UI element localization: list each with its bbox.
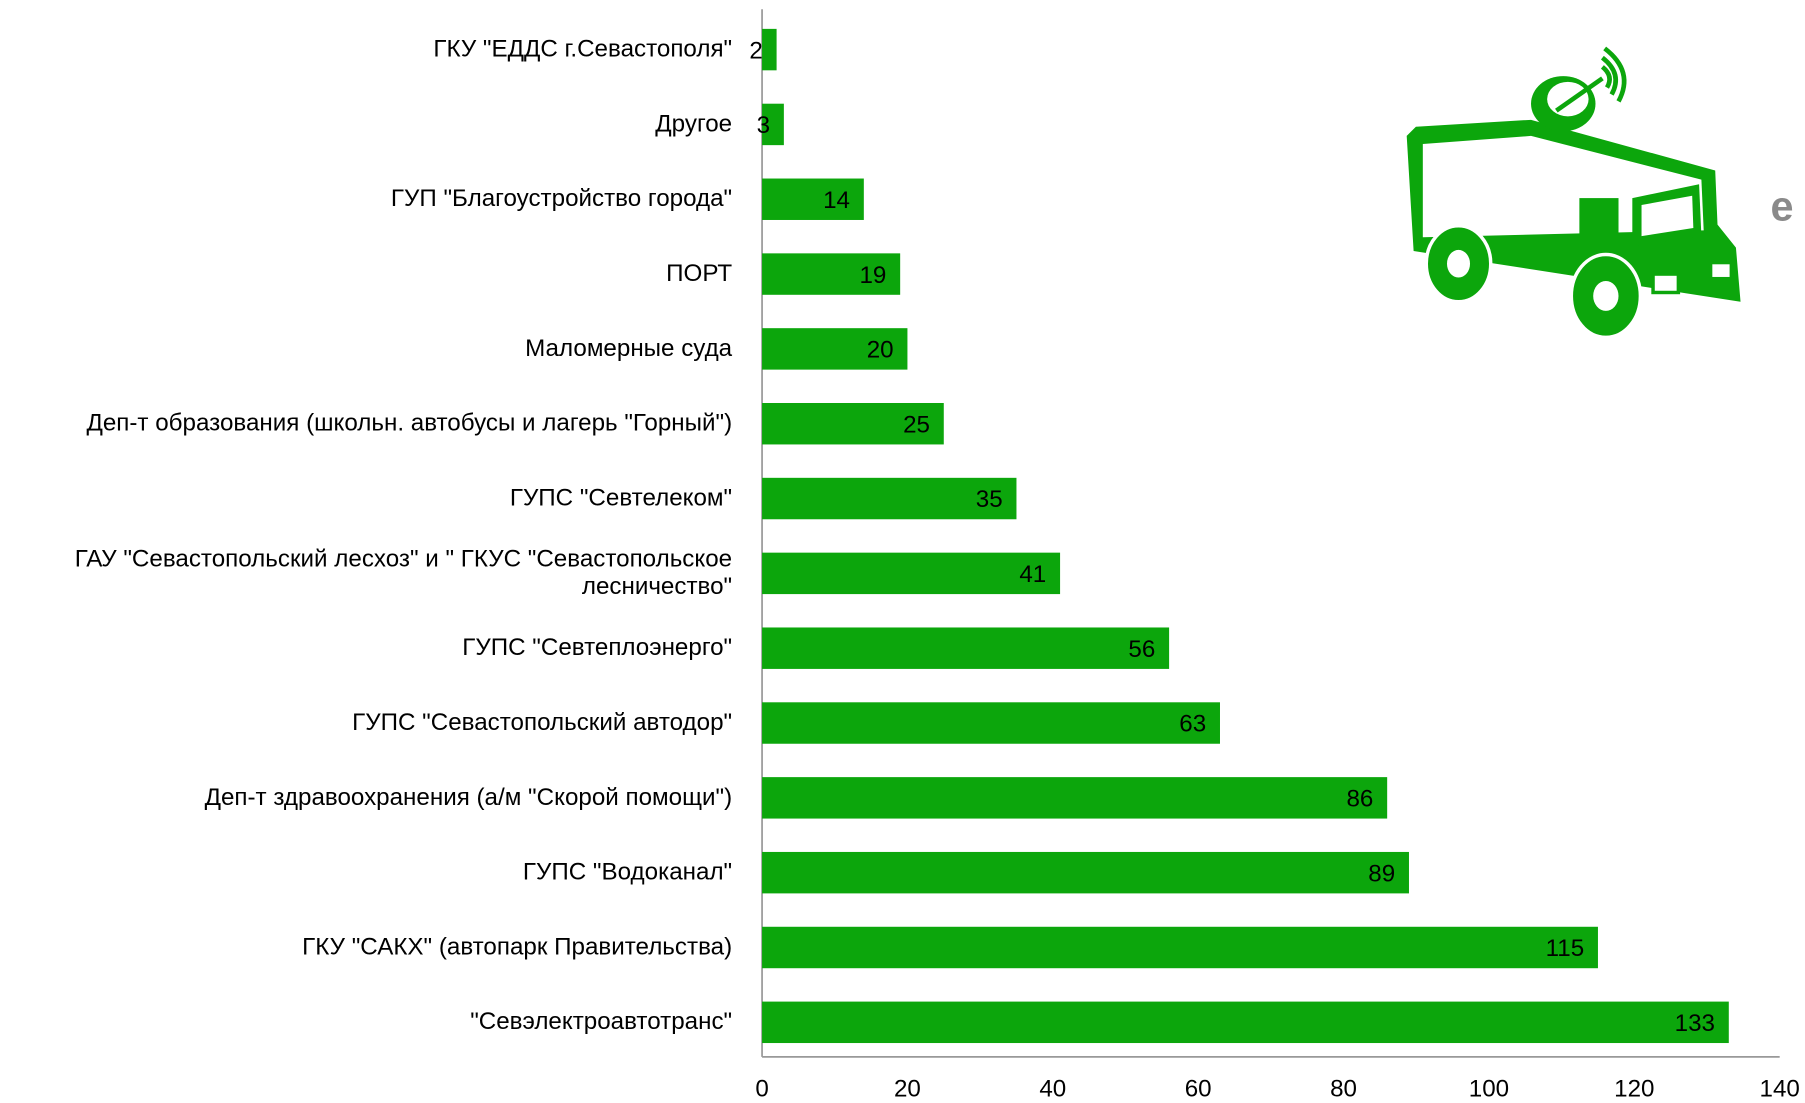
truck-icon — [1406, 46, 1741, 340]
x-tick-label: 20 — [894, 1076, 921, 1103]
y-tick-label: ГКУ "ЕДДС г.Севастополя" — [433, 35, 733, 63]
x-tick-label: 100 — [1469, 1076, 1509, 1103]
x-tick-label: 140 — [1760, 1076, 1800, 1103]
value-label: 63 — [1179, 711, 1206, 738]
x-tick-label: 120 — [1614, 1076, 1654, 1103]
bar — [762, 777, 1388, 819]
bar — [762, 328, 908, 370]
category-label-box: Другое — [655, 110, 733, 138]
y-tick-label: Деп-т образования (школьн. автобусы и ла… — [86, 409, 733, 437]
category-label-box: ГУПС "Севтеплоэнерго" — [462, 634, 733, 661]
bar — [762, 28, 777, 71]
value-label: 115 — [1546, 935, 1585, 962]
y-tick-label: Маломерные суда — [525, 335, 733, 362]
y-tick-label: Деп-т здравоохранения (а/м "Скорой помощ… — [204, 784, 733, 811]
x-tick-label: 80 — [1330, 1076, 1357, 1103]
y-tick-label: ГКУ "САКХ" (автопарк Правительства) — [302, 933, 733, 961]
category-label-box: ГУПС "Севтелеком" — [509, 484, 733, 512]
category-label-box: ГУПС "Севастопольский автодор" — [352, 709, 733, 736]
category-label-box: ГУП "Благоустройство города" — [390, 185, 733, 212]
value-label: 2 — [749, 37, 762, 64]
bar — [762, 1001, 1729, 1044]
value-label: 133 — [1675, 1010, 1715, 1037]
value-label: 19 — [859, 262, 886, 289]
bar — [762, 627, 1170, 669]
value-label: 89 — [1368, 860, 1395, 887]
y-tick-label: ГУПС "Севастопольский автодор" — [352, 709, 733, 736]
x-tick-label: 60 — [1185, 1076, 1212, 1103]
bar — [762, 253, 901, 295]
bar — [762, 178, 864, 220]
bar — [762, 552, 1061, 595]
category-label-box: ПОРТ — [666, 260, 733, 287]
y-tick-label: ГУПС "Севтелеком" — [509, 484, 733, 512]
y-tick-label: "Севэлектроавтотранс" — [470, 1008, 733, 1035]
bar — [762, 702, 1220, 744]
value-label: 20 — [867, 337, 894, 364]
y-tick-label: ГУПС "Водоканал" — [522, 858, 733, 886]
value-label: 56 — [1128, 636, 1155, 663]
category-label-box: Деп-т здравоохранения (а/м "Скорой помощ… — [204, 784, 733, 811]
category-label-box: ГКУ "ЕДДС г.Севастополя" — [433, 35, 733, 63]
bar — [762, 403, 944, 445]
value-label: 41 — [1019, 561, 1046, 588]
y-tick-label: ГУПС "Севтеплоэнерго" — [462, 634, 733, 661]
bar — [762, 477, 1017, 520]
category-label-box: ГУПС "Водоканал" — [522, 858, 733, 886]
category-label-box: "Севэлектроавтотранс" — [470, 1008, 733, 1035]
value-label: 35 — [976, 486, 1003, 513]
annotation: е — [1770, 183, 1793, 230]
y-tick-label: ГАУ "Севастопольский лесхоз" и " ГКУС "С… — [74, 545, 733, 600]
y-tick-label: ПОРТ — [666, 260, 733, 287]
bar — [762, 851, 1409, 894]
value-label: 3 — [757, 112, 770, 139]
category-label-box: Маломерные суда — [525, 335, 733, 362]
value-label: 25 — [903, 411, 930, 438]
category-label-box: ГАУ "Севастопольский лесхоз" и " ГКУС "С… — [74, 545, 733, 600]
x-tick-label: 40 — [1039, 1076, 1066, 1103]
value-label: 14 — [823, 187, 850, 214]
category-label-box: Деп-т образования (школьн. автобусы и ла… — [86, 409, 733, 437]
bar — [762, 103, 784, 146]
category-label-box: ГКУ "САКХ" (автопарк Правительства) — [302, 933, 733, 961]
y-tick-label: Другое — [655, 110, 733, 138]
x-tick-label: 0 — [755, 1076, 768, 1103]
value-label: 86 — [1346, 786, 1373, 813]
bar — [762, 926, 1598, 969]
y-tick-label: ГУП "Благоустройство города" — [390, 185, 733, 212]
